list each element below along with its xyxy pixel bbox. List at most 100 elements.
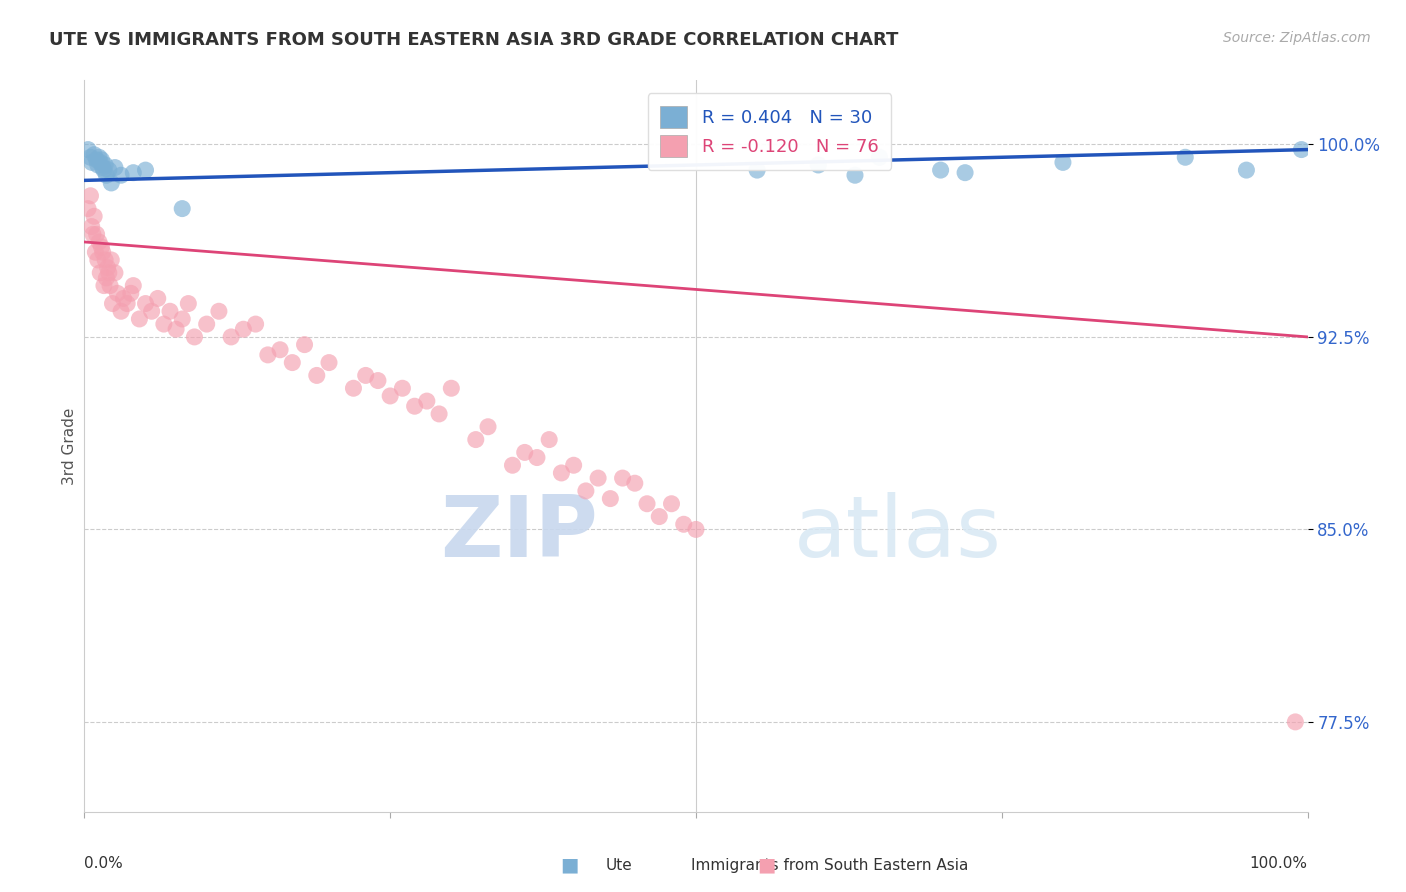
Point — [526, 450, 548, 465]
Point — [208, 304, 231, 318]
Point — [391, 381, 413, 395]
Point — [195, 317, 218, 331]
Point — [440, 381, 463, 395]
Point — [100, 252, 122, 267]
Point — [110, 168, 132, 182]
Point — [257, 348, 280, 362]
Point — [599, 491, 621, 506]
Point — [79, 150, 101, 164]
Point — [562, 458, 585, 473]
Point — [513, 445, 536, 459]
Point — [648, 509, 671, 524]
Point — [86, 227, 108, 242]
Point — [86, 153, 108, 167]
Point — [112, 292, 135, 306]
Point — [245, 317, 267, 331]
Text: atlas: atlas — [794, 492, 1002, 575]
Point — [550, 466, 572, 480]
Text: 0.0%: 0.0% — [84, 855, 124, 871]
Point — [94, 252, 117, 267]
Point — [94, 158, 117, 172]
Point — [79, 188, 101, 202]
Text: UTE VS IMMIGRANTS FROM SOUTH EASTERN ASIA 3RD GRADE CORRELATION CHART: UTE VS IMMIGRANTS FROM SOUTH EASTERN ASI… — [49, 31, 898, 49]
Point — [122, 278, 145, 293]
Point — [844, 168, 866, 182]
Point — [82, 227, 104, 242]
Point — [586, 471, 609, 485]
Point — [1284, 714, 1306, 729]
Point — [100, 176, 122, 190]
Point — [91, 245, 114, 260]
Point — [177, 296, 200, 310]
Point — [612, 471, 634, 485]
Point — [93, 278, 115, 293]
Point — [146, 292, 169, 306]
Point — [89, 266, 111, 280]
Point — [183, 330, 205, 344]
Point — [83, 209, 105, 223]
Point — [96, 168, 118, 182]
Point — [172, 312, 194, 326]
Text: Immigrants from South Eastern Asia: Immigrants from South Eastern Asia — [690, 858, 969, 872]
Point — [120, 286, 142, 301]
Point — [404, 399, 426, 413]
Point — [77, 143, 100, 157]
Point — [636, 497, 658, 511]
Point — [747, 163, 769, 178]
Point — [93, 163, 115, 178]
Point — [427, 407, 450, 421]
Point — [807, 158, 830, 172]
Point — [269, 343, 291, 357]
Point — [128, 312, 150, 326]
Text: 100.0%: 100.0% — [1250, 855, 1308, 871]
Point — [104, 266, 127, 280]
Point — [97, 260, 120, 275]
Point — [153, 317, 176, 331]
Point — [87, 158, 110, 172]
Point — [416, 394, 439, 409]
Point — [87, 150, 110, 164]
Point — [110, 304, 132, 318]
Point — [219, 330, 242, 344]
Point — [294, 337, 316, 351]
Point — [464, 433, 486, 447]
Text: ■: ■ — [756, 855, 776, 875]
Point — [1052, 155, 1074, 169]
Point — [96, 271, 118, 285]
Point — [538, 433, 561, 447]
Point — [87, 235, 110, 249]
Point — [135, 296, 157, 310]
Point — [122, 166, 145, 180]
Point — [305, 368, 328, 383]
Point — [354, 368, 377, 383]
Point — [89, 155, 111, 169]
Point — [104, 161, 127, 175]
Point — [1236, 163, 1258, 178]
Point — [87, 252, 110, 267]
Point — [105, 286, 128, 301]
Point — [502, 458, 524, 473]
Point — [342, 381, 364, 395]
Point — [1174, 150, 1197, 164]
Point — [135, 163, 157, 178]
Point — [91, 161, 114, 175]
Point — [281, 355, 304, 369]
Point — [953, 166, 976, 180]
Point — [624, 476, 647, 491]
Point — [172, 202, 194, 216]
Point — [367, 374, 389, 388]
Point — [98, 278, 121, 293]
Point — [232, 322, 254, 336]
Point — [575, 483, 598, 498]
Text: ■: ■ — [560, 855, 579, 875]
Text: Source: ZipAtlas.com: Source: ZipAtlas.com — [1223, 31, 1371, 45]
Point — [80, 219, 103, 234]
Point — [97, 266, 120, 280]
Point — [477, 419, 499, 434]
Point — [380, 389, 402, 403]
Point — [115, 296, 138, 310]
Point — [1291, 143, 1313, 157]
Point — [141, 304, 163, 318]
Point — [165, 322, 187, 336]
Point — [83, 147, 105, 161]
